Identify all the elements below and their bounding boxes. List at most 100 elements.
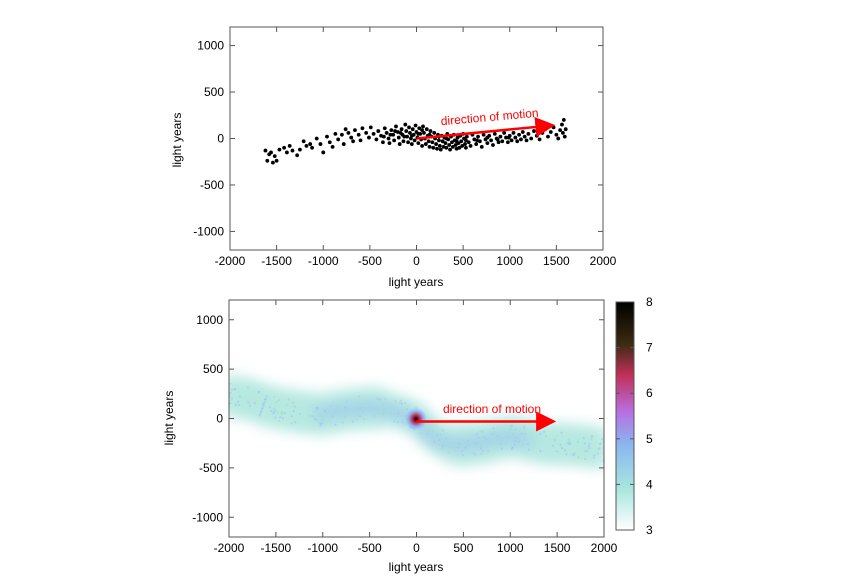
- density-speckle: [279, 416, 282, 419]
- scatter-point: [343, 127, 348, 132]
- density-speckle: [419, 432, 422, 435]
- density-speckle: [512, 433, 515, 436]
- density-speckle: [513, 443, 516, 446]
- scatter-point: [457, 145, 462, 150]
- density-speckle: [274, 416, 277, 419]
- density-speckle: [568, 440, 571, 444]
- density-speckle: [560, 431, 563, 434]
- density-speckle: [586, 449, 589, 452]
- top-x-tick-label: -1500: [261, 254, 292, 268]
- scatter-point: [376, 129, 381, 133]
- density-speckle: [401, 421, 404, 424]
- scatter-point: [353, 128, 357, 133]
- scatter-point: [515, 139, 520, 144]
- scatter-point: [502, 131, 507, 135]
- density-speckle: [329, 404, 332, 408]
- density-speckle: [492, 427, 495, 430]
- scatter-point: [543, 127, 548, 132]
- density-speckle: [360, 403, 364, 406]
- colorbar-tick-label: 3: [646, 523, 653, 537]
- density-speckle: [260, 410, 263, 413]
- density-speckle: [504, 440, 508, 443]
- density-speckle: [353, 406, 356, 409]
- density-speckle: [270, 409, 273, 413]
- density-speckle: [427, 429, 430, 432]
- density-speckle: [449, 446, 452, 449]
- scatter-point: [386, 136, 391, 141]
- scatter-point: [505, 140, 510, 145]
- colorbar-gradient: [615, 301, 635, 531]
- scatter-point: [396, 135, 401, 140]
- scatter-point: [321, 150, 326, 155]
- scatter-point: [546, 134, 550, 139]
- density-speckle: [600, 437, 604, 441]
- density-speckle: [479, 445, 483, 448]
- density-speckle: [343, 415, 346, 418]
- density-speckle: [454, 446, 457, 449]
- scatter-point: [420, 144, 424, 148]
- density-speckle: [377, 412, 380, 415]
- density-speckle: [292, 410, 295, 413]
- density-speckle: [526, 442, 529, 446]
- scatter-point: [424, 127, 429, 132]
- density-speckle: [490, 433, 493, 436]
- scatter-point: [551, 125, 556, 130]
- density-speckle: [294, 421, 297, 424]
- scatter-point: [450, 144, 455, 149]
- density-speckle: [569, 442, 572, 445]
- density-speckle: [438, 443, 441, 447]
- top-x-tick-label: 1500: [543, 254, 570, 268]
- scatter-point: [481, 132, 486, 137]
- density-speckle: [436, 433, 439, 437]
- scatter-point: [399, 127, 404, 132]
- density-speckle: [355, 418, 358, 421]
- scatter-point: [427, 132, 432, 137]
- density-speckle: [236, 400, 240, 403]
- density-speckle: [400, 402, 403, 405]
- scatter-point: [444, 136, 449, 141]
- density-speckle: [319, 424, 322, 427]
- density-speckle: [584, 457, 587, 461]
- density-speckle: [582, 437, 585, 440]
- scatter-point: [475, 138, 480, 143]
- density-speckle: [402, 418, 405, 422]
- top-x-tick-label: -500: [358, 254, 382, 268]
- scatter-point: [560, 122, 564, 127]
- scatter-point: [410, 127, 415, 132]
- density-speckle: [565, 453, 568, 456]
- bottom-y-axis-label: light years: [162, 391, 176, 446]
- scatter-point: [448, 147, 452, 152]
- scatter-point: [444, 145, 449, 150]
- scatter-point: [349, 135, 354, 140]
- top-x-tick-label: -1000: [308, 254, 339, 268]
- density-speckle: [321, 418, 324, 421]
- scatter-point: [417, 126, 422, 131]
- scatter-point: [277, 147, 282, 152]
- density-speckle: [499, 442, 502, 445]
- density-speckle: [321, 415, 325, 419]
- density-speckle: [445, 445, 448, 448]
- bottom-x-tick-label: 500: [453, 541, 473, 555]
- scatter-point: [437, 144, 442, 148]
- density-speckle: [587, 445, 590, 448]
- density-speckle: [555, 450, 558, 453]
- top-scatter-points: [263, 118, 568, 165]
- scatter-point: [394, 124, 398, 129]
- scatter-point: [406, 140, 411, 145]
- density-speckle: [265, 395, 269, 398]
- density-speckle: [496, 434, 499, 438]
- bottom-y-tick-label: 500: [203, 362, 223, 376]
- density-speckle: [539, 432, 542, 435]
- scatter-point: [336, 137, 341, 142]
- density-speckle: [308, 414, 311, 418]
- scatter-point: [443, 141, 448, 146]
- density-speckle: [238, 395, 241, 398]
- density-speckle: [261, 406, 264, 410]
- density-speckle: [583, 450, 587, 453]
- density-speckle: [280, 410, 284, 414]
- density-speckle: [293, 405, 296, 408]
- density-speckle: [268, 405, 271, 409]
- scatter-point: [495, 137, 500, 142]
- density-speckle: [508, 431, 511, 435]
- density-speckle: [466, 439, 469, 442]
